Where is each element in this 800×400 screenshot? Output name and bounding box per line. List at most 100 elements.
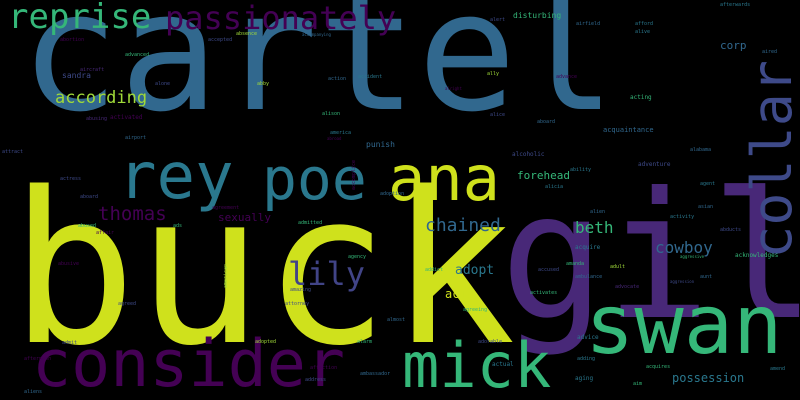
word-aboard-2: aboard (80, 194, 99, 200)
word-aunt: aunt (700, 274, 713, 280)
word-airport: airport (125, 135, 147, 141)
word-advice: advice (577, 334, 599, 341)
word-according: according (55, 88, 148, 108)
word-acquires: acquires (646, 364, 671, 370)
word-alcoholic: alcoholic (512, 151, 545, 158)
word-ads: ads (173, 223, 183, 229)
word-advocate: advocate (615, 284, 640, 290)
word-adding: adding (577, 356, 596, 362)
word-abusive: abusive (58, 261, 80, 267)
word-alien: alien (590, 209, 606, 215)
word-accused: accused (538, 267, 560, 273)
word-ability: ability (570, 167, 592, 173)
word-agreement: agreement (212, 205, 240, 211)
word-adopt: adopt (455, 263, 495, 278)
word-aim: aim (633, 381, 643, 387)
word-adventure: adventure (638, 161, 671, 168)
word-agency: agency (348, 254, 367, 260)
word-ambassador: ambassador (360, 371, 391, 377)
word-activates: activates (530, 290, 558, 296)
word-alive: alive (635, 29, 651, 35)
word-afterwards: afterwards (720, 2, 751, 8)
word-lily: lily (288, 255, 366, 293)
word-almost: almost (387, 317, 406, 323)
word-gil: gil (500, 156, 800, 359)
word-attorney: attorney (285, 301, 310, 307)
word-accident: accident (358, 74, 383, 80)
word-sandra: sandra (62, 71, 91, 80)
word-possession: possession (672, 371, 745, 385)
word-agreeing: agreeing (463, 307, 488, 313)
word-aging: aging (575, 375, 594, 382)
word-accompanying: accompanying (302, 32, 331, 37)
word-accepted: accepted (208, 37, 233, 43)
word-disturbing: disturbing (513, 11, 562, 20)
word-alison: alison (322, 111, 341, 117)
word-absence: absence (236, 31, 258, 37)
word-consider: consider (32, 327, 346, 400)
word-alabama: alabama (690, 147, 712, 153)
word-mick: mick (402, 329, 552, 400)
word-activated: activated (110, 114, 143, 121)
word-forehead: forehead (517, 169, 570, 182)
word-abroad: abroad (327, 136, 342, 141)
word-chained: chained (425, 215, 501, 236)
word-acquire: acquire (575, 244, 601, 251)
word-adult: adult (610, 264, 626, 270)
word-accomplice: accomplice (351, 160, 357, 191)
word-cartel: cartel (20, 0, 617, 148)
word-cowboy: cowboy (655, 238, 713, 257)
word-aired: aired (762, 49, 778, 55)
word-afford: afford (635, 21, 654, 27)
word-activity: activity (670, 214, 695, 220)
word-advance: advance (556, 74, 578, 80)
word-beth: beth (575, 218, 614, 237)
word-sexually: sexually (218, 211, 271, 224)
word-attract: attract (2, 149, 24, 155)
word-alone: alone (155, 81, 171, 87)
word-abusing: abusing (86, 116, 108, 122)
word-alice: alice (490, 112, 506, 118)
word-actual: actual (492, 361, 514, 368)
word-addict: addict (425, 267, 444, 273)
word-agreed: agreed (118, 301, 137, 307)
word-actress: actress (60, 176, 82, 182)
word-rey: rey (118, 140, 234, 214)
word-abducts: abducts (720, 227, 742, 233)
word-thomas: thomas (98, 203, 167, 225)
word-acting: acting (630, 94, 652, 101)
word-aliens: aliens (24, 389, 43, 395)
word-agent: agent (700, 181, 716, 187)
word-collar: collar (740, 60, 800, 259)
word-acid: acid (445, 287, 474, 301)
word-airfield: airfield (576, 21, 601, 27)
word-abused: abused (78, 223, 97, 229)
word-asian: asian (698, 204, 714, 210)
word-punish: punish (366, 140, 395, 149)
word-corp: corp (720, 39, 747, 52)
word-reprise: reprise (8, 0, 152, 37)
word-acquaintance: acquaintance (603, 126, 654, 134)
word-aircraft: aircraft (80, 67, 105, 73)
word-aggression: aggression (670, 279, 695, 284)
word-advanced: advanced (125, 52, 150, 58)
word-alicia: alicia (545, 184, 564, 190)
word-amend: amend (770, 366, 786, 372)
word-afternoon: afternoon (24, 356, 52, 362)
word-ambulance: ambulance (575, 274, 603, 280)
word-swan: swan (585, 278, 783, 373)
word-admitted: admitted (298, 220, 323, 226)
word-admit: admit (62, 340, 78, 346)
word-amanda: amanda (566, 261, 585, 267)
word-acknowledges: acknowledges (735, 252, 779, 259)
word-abortion: abortion (60, 37, 85, 43)
word-adopted: adopted (255, 339, 277, 345)
word-alarm: alarm (357, 339, 373, 345)
word-affection: affection (310, 365, 338, 371)
word-alright: alright (445, 86, 462, 91)
word-alert: alert (490, 17, 506, 23)
word-abby: abby (257, 81, 270, 87)
word-buck: buck (10, 147, 516, 392)
word-address: address (305, 377, 327, 383)
